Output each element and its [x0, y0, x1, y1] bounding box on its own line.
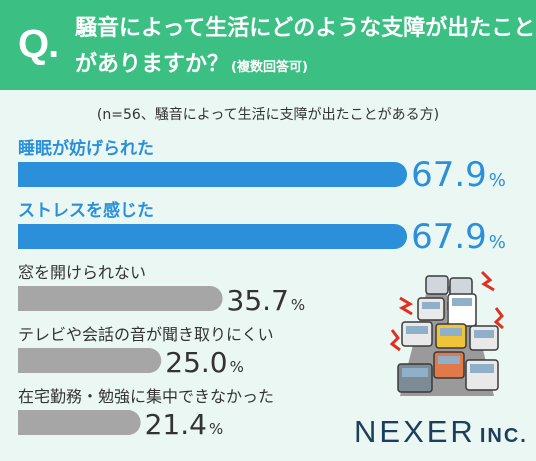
- car-window: [470, 364, 494, 373]
- car-shape: [426, 276, 448, 294]
- noise-mark: [400, 298, 412, 314]
- category-label: 在宅勤務・勉強に集中できなかった: [18, 387, 274, 406]
- category-label: 睡眠が妨げられた: [18, 138, 154, 159]
- bar: [18, 286, 223, 311]
- bar-left-cap: [18, 224, 43, 249]
- value-number: 25.0: [165, 346, 227, 379]
- value-label: 35.7%: [227, 284, 306, 317]
- logo-name: NEXER: [354, 414, 476, 449]
- value-number: 67.9: [411, 155, 487, 195]
- car-window: [406, 326, 428, 334]
- car-window: [474, 330, 494, 338]
- noise-mark: [496, 308, 503, 328]
- car-shape: [434, 352, 464, 378]
- noise-mark: [482, 272, 494, 290]
- value-label: 25.0%: [165, 346, 244, 379]
- bar-left-cap: [18, 410, 43, 435]
- value-number: 21.4: [145, 408, 207, 441]
- car-window: [438, 356, 460, 364]
- value-label: 67.9%: [411, 155, 506, 195]
- logo-suffix: INC.: [480, 425, 528, 447]
- nexer-logo: NEXER INC.: [354, 414, 528, 450]
- value-unit: %: [209, 420, 223, 438]
- category-label: ストレスを感じた: [18, 200, 154, 221]
- taxi-window: [440, 328, 462, 336]
- category-label: テレビや会話の音が聞き取りにくい: [18, 325, 274, 344]
- truck-window: [452, 298, 472, 306]
- bar-left-cap: [18, 348, 43, 373]
- value-unit: %: [291, 296, 305, 314]
- category-label: 窓を開けられない: [18, 263, 146, 282]
- noise-mark: [392, 330, 400, 350]
- car-window: [402, 368, 428, 377]
- bar-left-cap: [18, 286, 43, 311]
- bar: [18, 224, 407, 249]
- car-window: [422, 302, 440, 309]
- value-unit: %: [230, 358, 244, 376]
- traffic-jam-cars-icon: [390, 268, 505, 398]
- value-unit: %: [489, 232, 506, 253]
- value-label: 21.4%: [145, 408, 224, 441]
- value-number: 35.7: [227, 284, 289, 317]
- bar-left-cap: [18, 162, 43, 187]
- value-number: 67.9: [411, 217, 487, 257]
- value-label: 67.9%: [411, 217, 506, 257]
- bar: [18, 162, 407, 187]
- value-unit: %: [489, 170, 506, 191]
